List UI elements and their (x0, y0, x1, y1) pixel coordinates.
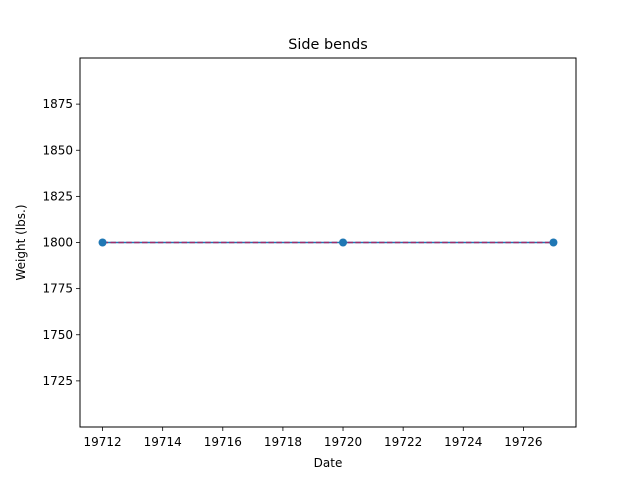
x-tick-label: 19720 (324, 435, 362, 449)
x-tick-label: 19718 (264, 435, 302, 449)
x-axis: 19712 19714 19716 19718 19720 19722 19724 19726 (83, 427, 542, 449)
x-tick-label: 19726 (504, 435, 542, 449)
chart-title: Side bends (288, 37, 367, 53)
axes-frame (79, 57, 577, 428)
y-axis-label: Weight (lbs.) (14, 204, 28, 280)
x-axis-label: Date (314, 456, 343, 470)
plot-area (98, 238, 558, 247)
x-tick-label: 19712 (83, 435, 121, 449)
y-tick-label: 1725 (42, 374, 73, 388)
x-tick-label: 19716 (204, 435, 242, 449)
x-tick-label: 19714 (144, 435, 182, 449)
y-tick-label: 1825 (42, 189, 73, 203)
y-tick-label: 1850 (42, 143, 73, 157)
data-point (98, 238, 107, 247)
x-tick-label: 19722 (384, 435, 422, 449)
y-tick-label: 1875 (42, 97, 73, 111)
x-tick-label: 19724 (444, 435, 482, 449)
data-point (339, 238, 348, 247)
y-tick-label: 1800 (42, 236, 73, 250)
data-point (549, 238, 558, 247)
y-tick-label: 1775 (42, 282, 73, 296)
y-tick-label: 1750 (42, 328, 73, 342)
y-axis: 1725 1750 1775 1800 1825 1850 1875 (42, 97, 80, 388)
